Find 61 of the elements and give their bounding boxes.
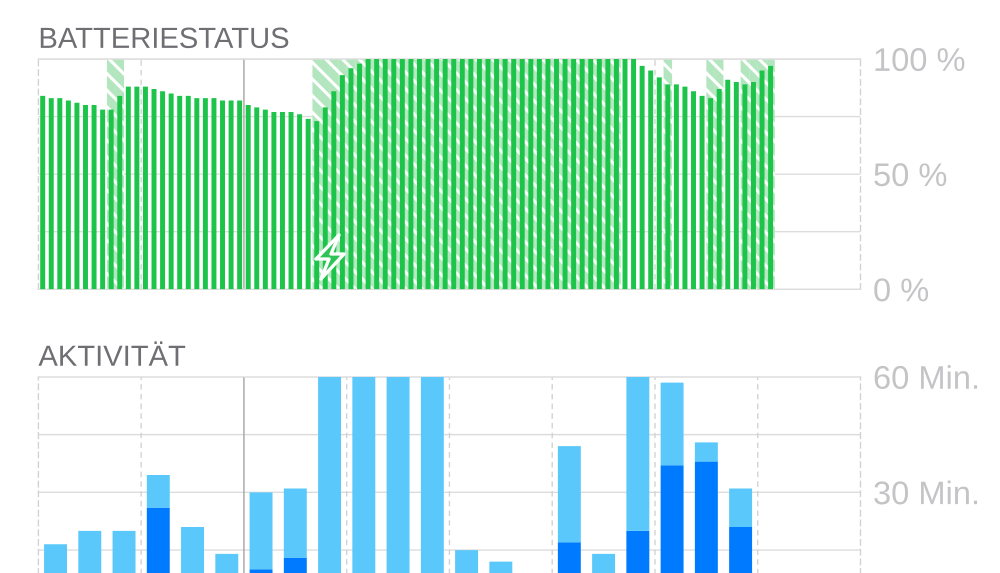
bar: [186, 96, 191, 290]
y-tick-label: 60 Min.: [874, 365, 978, 390]
bar: [194, 98, 200, 290]
bar: [126, 86, 131, 290]
bar: [306, 118, 311, 290]
bar: [750, 82, 756, 290]
bar: [271, 112, 276, 290]
bar: [220, 100, 225, 290]
bar: [288, 112, 294, 290]
bar: [40, 96, 46, 290]
bar: [742, 84, 748, 290]
bar: [716, 88, 722, 290]
bar: [760, 70, 765, 290]
bar: [237, 100, 242, 290]
y-tick-label: 0 %: [874, 278, 928, 302]
bar: [168, 94, 174, 290]
chart-title: BATTERIESTATUS: [40, 28, 288, 48]
bar: [254, 107, 260, 290]
y-tick-label: 50 %: [874, 163, 946, 186]
y-tick-label: 100 %: [875, 48, 964, 72]
bar: [92, 105, 97, 290]
bar: [682, 86, 688, 290]
bar: [725, 80, 730, 290]
bar: [640, 66, 645, 290]
bar: [622, 59, 628, 290]
bar: [708, 98, 714, 290]
bar: [734, 82, 739, 290]
bar: [700, 96, 705, 290]
chart-title: AKTIVITÄT: [38, 341, 186, 366]
bar: [648, 70, 654, 290]
bar: [142, 86, 148, 290]
bar: [246, 105, 251, 290]
bar: [768, 66, 774, 290]
bar: [228, 100, 234, 290]
bar: [348, 68, 354, 290]
bar: [211, 98, 216, 290]
bar: [177, 96, 182, 290]
bar: [631, 59, 636, 290]
bar: [202, 98, 208, 290]
bar: [152, 88, 156, 290]
bar: [100, 110, 106, 290]
bar: [314, 121, 320, 290]
bar: [691, 91, 696, 290]
bar: [340, 75, 345, 290]
bar: [134, 86, 140, 290]
bar: [297, 114, 302, 290]
y-tick-label: 30 Min.: [874, 480, 978, 504]
bar: [665, 84, 670, 290]
bar: [160, 91, 166, 290]
bar: [117, 96, 122, 290]
bar: [66, 100, 71, 290]
bar: [83, 105, 88, 290]
bar: [57, 98, 62, 290]
bar: [357, 64, 362, 290]
bar: [656, 77, 662, 290]
bar: [74, 102, 80, 290]
bar: [108, 110, 114, 290]
bar: [48, 98, 54, 290]
bar: [280, 112, 285, 290]
bar: [262, 110, 268, 290]
bar: [674, 84, 679, 290]
